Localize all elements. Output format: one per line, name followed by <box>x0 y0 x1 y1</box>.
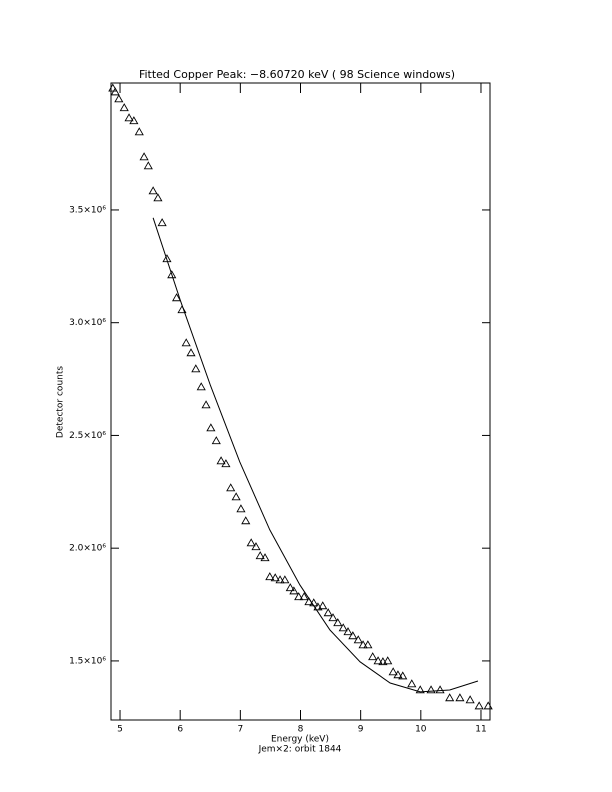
data-point <box>483 701 493 710</box>
y-axis-label: Detector counts <box>56 366 66 438</box>
data-point <box>134 127 144 136</box>
data-point <box>211 436 221 445</box>
data-point <box>206 423 216 432</box>
data-point <box>236 504 246 513</box>
data-point <box>114 94 124 103</box>
data-point <box>110 87 120 96</box>
y-tick-label: 2.0×10⁶ <box>69 544 106 554</box>
data-point <box>191 364 201 373</box>
data-point <box>373 656 383 665</box>
data-point <box>338 623 348 632</box>
data-point <box>157 218 167 227</box>
data-point <box>216 456 226 465</box>
data-point <box>328 613 338 622</box>
data-point <box>455 693 465 702</box>
data-point <box>139 152 149 161</box>
data-point <box>280 575 290 584</box>
data-point <box>231 492 241 501</box>
data-point <box>333 618 343 627</box>
data-point <box>143 161 153 170</box>
subtitle: Jem×2: orbit 1844 <box>258 745 342 755</box>
chart-title: Fitted Copper Peak: −8.60720 keV ( 98 Sc… <box>139 68 455 81</box>
x-tick-label: 7 <box>237 725 243 735</box>
data-point <box>255 551 265 560</box>
data-point <box>124 113 134 122</box>
data-point <box>270 573 280 582</box>
data-point <box>162 254 172 263</box>
y-tick-label: 1.5×10⁶ <box>69 656 106 666</box>
x-tick-label: 9 <box>358 725 364 735</box>
data-point <box>226 483 236 492</box>
data-point <box>129 116 139 125</box>
data-point <box>407 679 417 688</box>
data-point <box>119 103 129 112</box>
data-point <box>171 293 182 302</box>
data-point <box>265 572 275 581</box>
data-point <box>426 685 436 694</box>
data-point <box>368 652 378 661</box>
data-point <box>153 193 163 202</box>
data-point <box>435 685 445 694</box>
x-tick-label: 5 <box>117 725 123 735</box>
data-point <box>398 671 408 680</box>
y-tick-label: 2.5×10⁶ <box>69 431 106 441</box>
x-tick-label: 11 <box>475 725 486 735</box>
data-point <box>415 685 425 694</box>
data-point <box>353 635 363 644</box>
data-point <box>246 538 256 547</box>
fit-curve <box>152 217 479 693</box>
data-point <box>348 631 358 640</box>
data-point <box>393 670 403 679</box>
data-point <box>299 592 309 601</box>
data-point <box>318 601 328 610</box>
data-point <box>260 553 270 562</box>
x-tick-label: 8 <box>298 725 304 735</box>
data-point <box>186 348 196 357</box>
data-point <box>108 83 118 92</box>
data-point <box>343 627 353 636</box>
data-point <box>181 338 191 347</box>
data-point <box>363 640 373 649</box>
data-point <box>294 592 304 601</box>
data-point <box>148 186 158 195</box>
x-axis-label: Energy (keV) <box>271 735 329 745</box>
data-point <box>275 575 285 584</box>
y-tick-label: 3.5×10⁶ <box>69 205 106 215</box>
data-point <box>445 693 455 702</box>
data-point <box>196 382 206 391</box>
data-point <box>465 695 475 704</box>
data-point <box>289 586 299 595</box>
data-point <box>221 459 231 468</box>
data-point <box>323 608 333 617</box>
data-point <box>251 542 261 551</box>
data-point <box>474 701 484 710</box>
data-point <box>383 656 393 665</box>
x-tick-label: 6 <box>177 725 183 735</box>
data-point <box>285 583 295 592</box>
data-point <box>358 640 368 649</box>
data-point <box>201 400 211 409</box>
data-point <box>167 270 177 279</box>
y-tick-label: 3.0×10⁶ <box>69 318 106 328</box>
data-point <box>241 516 251 525</box>
x-tick-label: 10 <box>415 725 427 735</box>
data-point <box>388 667 398 676</box>
